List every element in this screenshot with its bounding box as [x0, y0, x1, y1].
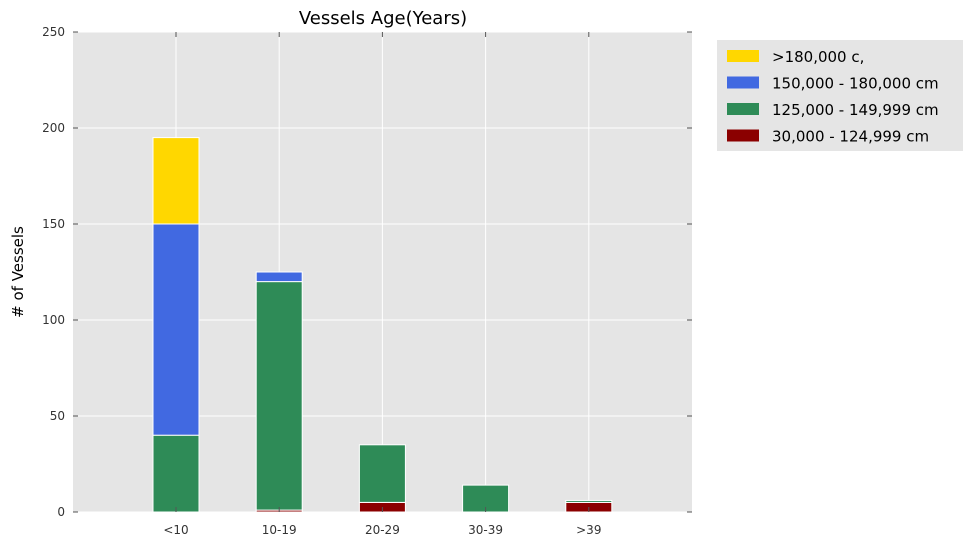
bar-segment [565, 499, 613, 503]
legend-swatch [727, 129, 759, 142]
y-tick-label: 0 [57, 505, 65, 519]
y-tick-label: 200 [42, 121, 65, 135]
y-tick-label: 100 [42, 313, 65, 327]
x-tick-label: 30-39 [468, 523, 503, 537]
bar-segment [358, 444, 406, 503]
bar-segment [152, 434, 200, 513]
legend-swatch [727, 76, 759, 89]
axes-group: 0 50 100 150 200 250 <10 10-19 20-29 30-39 >39 [42, 25, 692, 537]
y-axis-label: # of Vessels [9, 226, 27, 318]
x-tick-label: >39 [576, 523, 601, 537]
legend-swatch [727, 103, 759, 115]
x-tick-label: <10 [163, 523, 188, 537]
legend-label: 125,000 - 149,999 cm [772, 101, 939, 119]
bar-segment [152, 137, 200, 225]
bar-segment [255, 281, 303, 511]
legend: >180,000 c, 150,000 - 180,000 cm 125,000 -… [717, 40, 963, 151]
y-tick-label: 250 [42, 25, 65, 39]
legend-label: 150,000 - 180,000 cm [772, 75, 939, 93]
y-tick-label: 150 [42, 217, 65, 231]
legend-label: >180,000 c, [772, 48, 864, 66]
x-tick-label: 10-19 [262, 523, 297, 537]
y-tick-label: 50 [50, 409, 65, 423]
bar-segment [152, 223, 200, 436]
legend-swatch [727, 50, 759, 62]
bar-segment [255, 271, 303, 283]
legend-label: 30,000 - 124,999 cm [772, 128, 929, 146]
chart-title: Vessels Age(Years) [299, 8, 467, 29]
x-tick-label: 20-29 [365, 523, 400, 537]
